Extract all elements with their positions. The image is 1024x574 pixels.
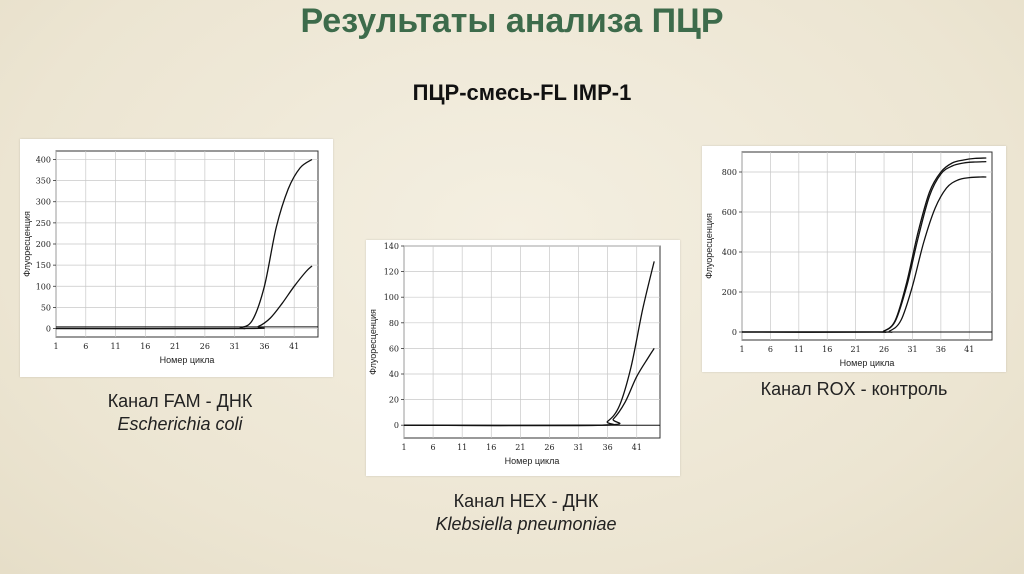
fam-x-tick-label: 26 [200,342,210,351]
rox-x-tick-label: 11 [794,345,804,354]
rox-x-tick-label: 21 [851,345,861,354]
caption-rox: Канал ROX - контроль [702,378,1006,401]
fam-x-tick-label: 11 [110,342,120,351]
hex-y-tick-label: 20 [389,396,399,405]
caption-hex: Канал HEX - ДНК Klebsiella pneumoniae [376,490,676,536]
hex-x-axis-label: Номер цикла [505,456,560,466]
fam-y-axis-label: Флуоресценция [22,211,32,277]
fam-chart: 1 6 11 16 21 26 31 36 41400350300250200150100500… [22,150,319,365]
hex-y-tick-label: 80 [389,319,399,328]
hex-plot-area [403,245,661,439]
fam-x-tick-label: 41 [289,342,299,351]
caption-hex-channel: Канал HEX - ДНК [453,491,599,511]
hex-x-tick-label: 11 [457,443,467,452]
fam-x-tick-label: 31 [230,342,240,351]
chart-panel-fam: 1 6 11 16 21 26 31 36 41 400 350 300 250 200 150 100 50 0… [20,139,333,377]
fam-y-tick-label: 400 [36,155,51,164]
hex-x-tick-label: 6 [431,443,436,452]
slide-subtitle: ПЦР-смесь-FL IMP-1 [412,80,632,105]
rox-x-tick-label: 16 [822,345,832,354]
fam-x-tick-label: 6 [83,342,88,351]
caption-fam-channel: Канал FAM - ДНК [107,391,253,411]
caption-fam: Канал FAM - ДНК Escherichia coli [30,390,330,436]
hex-y-tick-label: 140 [384,242,399,251]
fam-x-tick-label: 21 [170,342,180,351]
fam-series-line-2 [55,265,313,330]
rox-y-axis-label: Флуоресценция [704,213,714,279]
hex-x-tick-label: 1 [401,443,406,452]
fam-y-tick-label: 350 [36,177,51,186]
slide-title: Результаты анализа ПЦР [300,2,724,40]
rox-x-tick-label: 36 [936,345,946,354]
rox-plot-area [741,151,993,341]
rox-y-tick-label: 400 [722,248,737,257]
fam-y-tick-label: 150 [36,261,51,270]
hex-y-tick-label: 60 [389,344,399,353]
rox-x-axis-label: Номер цикла [840,358,895,368]
hex-y-tick-label: 40 [389,370,399,379]
fam-y-tick-label: 0 [46,325,51,334]
chart-panel-hex: 1 6 11 16 21 26 31 36 41 140 120 100 80 60 40 20 0 Номер … [366,240,680,476]
fam-y-tick-label: 50 [41,303,51,312]
rox-x-tick-label: 31 [907,345,917,354]
chart-panel-rox: 1 6 11 16 21 26 31 36 41 800 600 400 200 0 Номер цикла… [702,146,1006,372]
hex-series-line-2 [403,348,655,427]
fam-x-tick-label: 16 [140,342,150,351]
fam-y-tick-label: 300 [36,198,51,207]
hex-y-tick-label: 120 [384,268,399,277]
rox-series-line-3 [741,176,987,333]
fam-x-axis-label: Номер цикла [160,355,215,365]
hex-x-tick-label: 41 [632,443,642,452]
hex-y-axis-label: Флуоресценция [368,309,378,375]
hex-chart: 1 6 11 16 21 26 31 36 41140120100806040200Номер … [368,242,661,466]
hex-y-tick-label: 100 [384,293,399,302]
rox-y-tick-label: 0 [732,328,737,337]
fam-y-tick-label: 200 [36,240,51,249]
rox-y-tick-label: 200 [722,288,737,297]
fam-x-tick-label: 1 [53,342,58,351]
fam-y-tick-label: 100 [36,282,51,291]
hex-x-tick-label: 31 [573,443,583,452]
rox-x-tick-label: 1 [739,345,744,354]
rox-y-tick-label: 800 [722,168,737,177]
rox-x-tick-label: 26 [879,345,889,354]
fam-x-tick-label: 36 [259,342,269,351]
caption-hex-organism: Klebsiella pneumoniae [435,514,617,534]
rox-y-tick-label: 600 [722,208,737,217]
fam-y-tick-label: 250 [36,219,51,228]
rox-x-tick-label: 41 [964,345,974,354]
hex-x-tick-label: 26 [544,443,554,452]
caption-rox-channel: Канал ROX - контроль [760,379,948,399]
hex-x-tick-label: 16 [486,443,496,452]
hex-x-tick-label: 36 [603,443,613,452]
hex-x-tick-label: 21 [515,443,525,452]
hex-y-tick-label: 0 [394,421,399,430]
rox-x-tick-label: 6 [768,345,773,354]
caption-fam-organism: Escherichia coli [117,414,243,434]
